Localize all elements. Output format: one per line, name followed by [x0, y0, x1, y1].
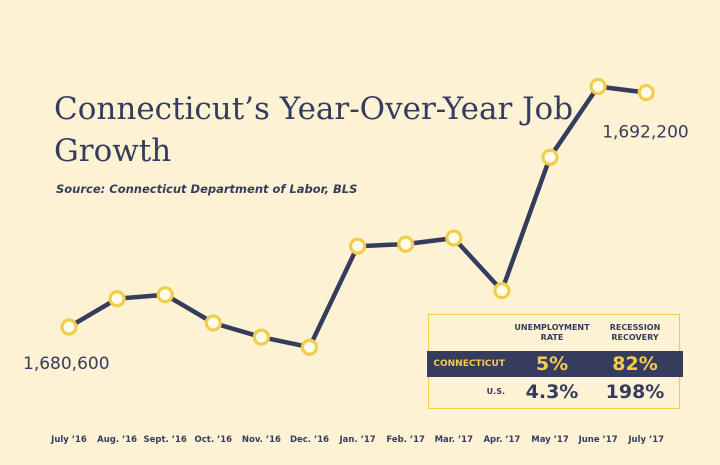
recovery-value: 198% [605, 381, 665, 403]
series-line-layer [66, 84, 649, 350]
data-point [397, 235, 415, 253]
annotation-layer: 1,680,600 1,692,200 [23, 123, 689, 374]
header-unemployment-rate: UNEMPLOYMENT RATE [514, 323, 590, 342]
data-point [204, 314, 222, 332]
x-tick-label: May ’17 [531, 435, 569, 445]
x-tick-label: Oct. ’16 [195, 435, 233, 445]
data-point [637, 83, 655, 102]
series-line [66, 84, 649, 350]
data-point [349, 237, 367, 255]
x-tick-label: Jan. ’17 [338, 435, 375, 445]
chart-title: Connecticut’s Year-Over-Year Job Growth [54, 91, 574, 169]
recovery-value: 82% [612, 353, 658, 375]
row-connecticut: CONNECTICUT 5% 82% [427, 351, 683, 377]
x-tick-label: July ’16 [50, 435, 87, 445]
data-point [589, 77, 607, 96]
data-point [493, 282, 511, 300]
x-tick-label-layer: July ’16 Aug. ’16 Sept. ’16 Oct. ’16 Nov. ’1… [50, 435, 664, 445]
x-tick-label: Mar. ’17 [435, 435, 474, 445]
data-point-layer [60, 77, 655, 356]
row-label: U.S. [486, 387, 505, 396]
unemployment-value: 4.3% [525, 381, 579, 403]
data-point [541, 148, 559, 166]
x-tick-label: Nov. ’16 [242, 435, 281, 445]
data-point [300, 338, 319, 356]
value-annotation: 1,680,600 [23, 354, 110, 374]
unemployment-value: 5% [535, 353, 569, 375]
data-point [445, 229, 463, 247]
x-tick-label: Sept. ’16 [144, 435, 187, 445]
x-tick-label: June ’17 [578, 435, 618, 445]
stats-table: UNEMPLOYMENT RATE RECESSION RECOVERY CON… [427, 314, 683, 409]
row-label: CONNECTICUT [433, 359, 505, 369]
x-tick-label: July ’17 [627, 435, 664, 445]
data-point [108, 290, 126, 308]
value-annotation: 1,692,200 [602, 123, 689, 143]
data-point [60, 318, 78, 336]
x-tick-label: Feb. ’17 [386, 435, 425, 445]
header-recession-recovery: RECESSION RECOVERY [609, 323, 661, 342]
row-us: U.S. 4.3% 198% [427, 379, 683, 405]
x-tick-label: Aug. ’16 [97, 435, 137, 445]
source-note: Source: Connecticut Department of Labor,… [56, 182, 358, 196]
data-point [156, 286, 174, 304]
x-tick-label: Dec. ’16 [290, 435, 329, 445]
data-point [252, 328, 270, 346]
x-tick-label: Apr. ’17 [483, 435, 520, 445]
